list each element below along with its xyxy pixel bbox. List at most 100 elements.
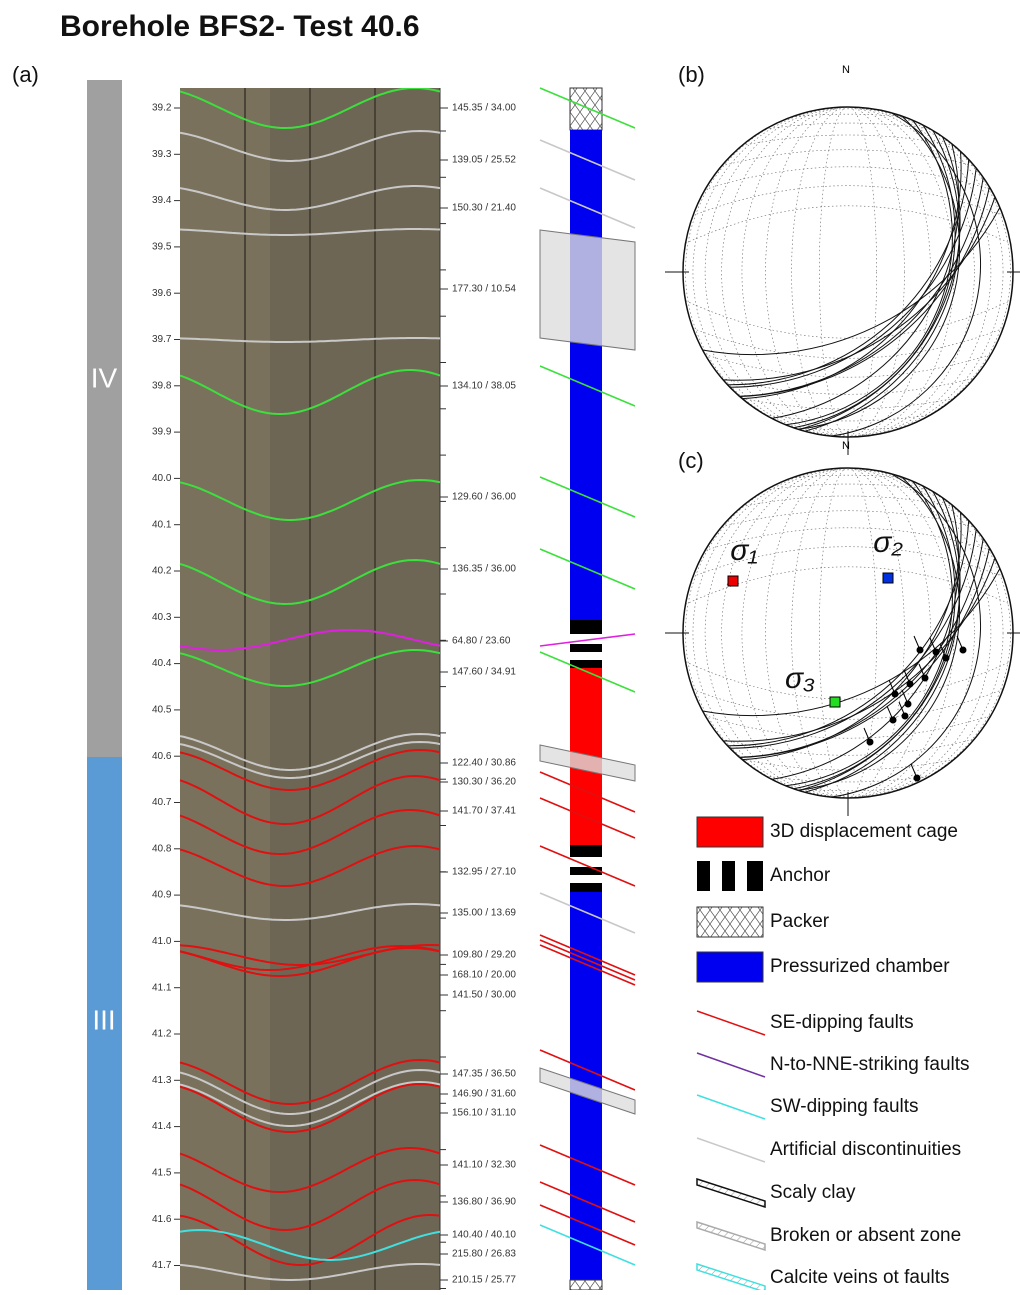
depth-tick-label: 40.5 (152, 705, 172, 716)
broken-zone (539, 1067, 636, 1115)
fracture-trace (180, 228, 440, 236)
fracture-trace (180, 844, 440, 888)
unit-bar (87, 80, 122, 757)
orientation-label: 134.10 / 38.05 (452, 381, 516, 392)
slip-line (956, 635, 964, 651)
parallel (721, 377, 975, 395)
legend-label: SE-dipping faults (770, 1012, 914, 1033)
great-circle (727, 159, 970, 386)
great-circle (830, 473, 982, 798)
orientation-label: 210.15 / 25.77 (452, 1275, 516, 1286)
depth-tick-label: 39.2 (152, 103, 172, 114)
meridian (721, 107, 975, 437)
depth-tick-label: 41.3 (152, 1075, 172, 1086)
parallel (683, 112, 1013, 117)
legend-label: Pressurized chamber (770, 956, 950, 977)
parallel (765, 122, 931, 130)
fracture-trace (180, 944, 440, 966)
fracture-line (539, 845, 636, 887)
meridian (791, 468, 905, 798)
great-circle (702, 207, 1001, 356)
orientation-label: 147.35 / 36.50 (452, 1069, 516, 1080)
orientation-label: 147.60 / 34.91 (452, 667, 516, 678)
great-circle (793, 485, 956, 790)
parallel (683, 225, 1013, 243)
fracture-trace (180, 774, 440, 826)
fracture-trace (180, 88, 440, 130)
orientation-label: 215.80 / 26.83 (452, 1249, 516, 1260)
unit-bar (87, 757, 122, 1290)
legend-swatch (696, 1262, 766, 1294)
legend-label: SW-dipping faults (770, 1096, 919, 1117)
depth-tick-label: 40.3 (152, 612, 172, 623)
fracture-line (539, 633, 636, 647)
parallel (683, 473, 1013, 478)
great-circle (739, 547, 990, 758)
fracture-trace (180, 740, 440, 779)
orientation-label: 141.10 / 32.30 (452, 1160, 516, 1171)
legend-swatch (696, 1137, 766, 1163)
slip-line (913, 635, 921, 651)
sigma2-marker (882, 572, 894, 584)
parallel (692, 185, 1004, 216)
meridian (721, 468, 975, 798)
depth-tick-label: 40.8 (152, 843, 172, 854)
legend-label: 3D displacement cage (770, 821, 958, 842)
fracture-trace (180, 1263, 440, 1281)
depth-tick-label: 41.4 (152, 1121, 172, 1132)
parallel (685, 566, 1011, 605)
depth-tick-label: 40.2 (152, 566, 172, 577)
legend-swatch (696, 951, 764, 983)
great-circles (702, 473, 1001, 798)
orientation-label: 136.35 / 36.00 (452, 564, 516, 575)
great-circle (723, 557, 996, 742)
meridian (741, 468, 955, 798)
slip-line (903, 669, 911, 685)
fracture-trace (180, 1178, 440, 1232)
anchor-band (570, 857, 602, 867)
legend-label: Broken or absent zone (770, 1225, 961, 1246)
slip-line (910, 763, 918, 779)
depth-tick-label: 40.0 (152, 473, 172, 484)
fracture-line (539, 187, 636, 229)
legend-label: Artificial discontinuities (770, 1139, 961, 1160)
fracture-trace (180, 185, 440, 211)
fracture-trace (180, 809, 440, 856)
unit-label: IV (91, 362, 118, 393)
great-circle (798, 476, 961, 791)
depth-tick-label: 39.3 (152, 149, 172, 160)
panel-label: (c) (678, 448, 704, 473)
parallel (683, 136, 1013, 145)
fracture-trace (180, 748, 440, 791)
parallel (721, 738, 975, 756)
slip-line (888, 679, 896, 695)
depth-tick-label: 39.4 (152, 195, 172, 206)
orientation-label: 146.90 / 31.60 (452, 1089, 516, 1100)
slip-line (863, 727, 871, 743)
parallel (765, 483, 931, 491)
great-circle (798, 115, 961, 430)
legend-swatch (697, 861, 763, 891)
north-label: N (842, 64, 850, 76)
great-circle (793, 124, 956, 429)
sigma1-marker (727, 575, 739, 587)
legend-swatch (696, 1220, 766, 1252)
panel-label: (a) (12, 62, 39, 87)
fracture-line (539, 944, 636, 986)
fracture-line (539, 771, 636, 813)
great-circle (727, 520, 970, 747)
meridian (765, 468, 931, 798)
parallel (683, 122, 1013, 129)
orientation-label: 135.00 / 13.69 (452, 908, 516, 919)
slip-line (918, 663, 926, 679)
legend-swatch (696, 1094, 766, 1120)
fracture-trace (180, 1228, 440, 1261)
depth-tick-label: 41.5 (152, 1168, 172, 1179)
unit-label: III (92, 1004, 115, 1035)
fracture-line (539, 1204, 636, 1246)
legend-swatch (710, 861, 722, 891)
great-circle (785, 119, 953, 426)
parallel (721, 510, 975, 528)
parallel (741, 134, 955, 146)
